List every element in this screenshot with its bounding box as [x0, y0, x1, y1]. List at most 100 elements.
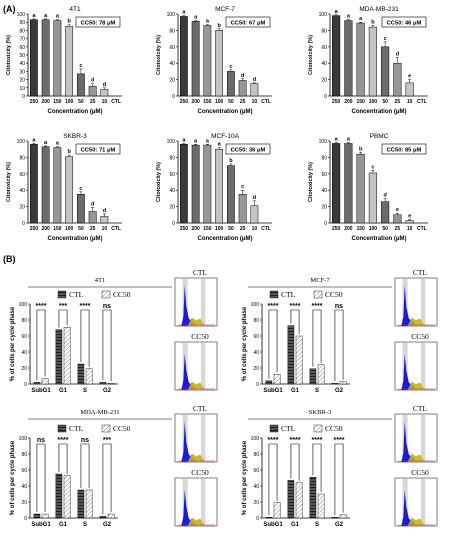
- significance-bracket: [102, 309, 112, 382]
- cell-cycle-chart-4t1-cycle: 4T1 CTL CC50 0 20 40 60 80 100% of cells per cyc…: [10, 268, 218, 394]
- y-tick-label: 40: [253, 484, 259, 490]
- cc50-label: CC50: 85 μM: [387, 147, 422, 153]
- significance-letter: a: [194, 15, 198, 21]
- cytotoxicity-chart-pbmc: PBMC 0 20 40 60 80 100 Citotoxicity (%) Concentr…: [308, 133, 428, 242]
- significance-label: ****: [36, 303, 47, 310]
- bar: [393, 62, 402, 97]
- x-axis-label: Concentration (μM): [48, 236, 103, 242]
- flow-plot-label: CC50: [191, 332, 209, 341]
- x-tick-label: 150: [356, 226, 365, 232]
- y-tick-label: 80: [321, 155, 327, 161]
- legend-label: CTL: [69, 424, 84, 433]
- x-tick-label: 100: [215, 226, 224, 232]
- y-tick-label: 0: [256, 516, 259, 522]
- bar-cc50: [41, 513, 49, 519]
- bar: [179, 144, 188, 224]
- bar: [41, 19, 50, 97]
- bar: [53, 20, 62, 97]
- cc50-label: CC50: 78 μM: [81, 20, 116, 26]
- bar: [226, 165, 235, 224]
- significance-label: ns: [103, 303, 111, 310]
- flow-s-phase: [187, 381, 207, 390]
- bar-ctl: [99, 382, 107, 385]
- significance-letter: c: [241, 184, 244, 190]
- legend-label: CTL: [281, 424, 296, 433]
- significance-letter: d: [396, 51, 399, 57]
- x-tick-label: 200: [344, 99, 353, 105]
- x-tick-label: G1: [291, 388, 300, 394]
- x-tick-label: 200: [41, 226, 50, 232]
- y-tick-label: 80: [253, 318, 259, 324]
- y-tick-label: 20: [321, 205, 327, 211]
- y-tick-label: 100: [319, 12, 328, 18]
- significance-letter: c: [79, 63, 82, 69]
- flow-s-phase: [407, 453, 427, 462]
- bar: [356, 22, 365, 97]
- bar-ctl: [265, 517, 273, 519]
- bar: [381, 201, 390, 224]
- x-tick-label: CTL: [111, 99, 121, 105]
- cc50-box: [75, 16, 121, 28]
- flow-s-phase: [187, 517, 207, 526]
- y-tick-label: 90: [19, 20, 25, 26]
- x-tick-label: 150: [356, 99, 365, 105]
- significance-letter: a: [347, 14, 351, 20]
- y-tick-label: 60: [19, 45, 25, 51]
- bar-ctl: [331, 517, 339, 519]
- flow-s-phase: [407, 381, 427, 390]
- y-tick-label: 20: [321, 78, 327, 84]
- bar-ctl: [55, 473, 63, 519]
- flow-g1-peak: [401, 354, 416, 390]
- significance-letter: b: [359, 146, 363, 152]
- significance-letter: d: [253, 195, 256, 201]
- y-tick-label: 0: [172, 94, 175, 100]
- y-axis-label: % of cells per cycle phase: [242, 440, 248, 515]
- y-tick-label: 60: [169, 172, 175, 178]
- x-tick-label: 100: [65, 99, 74, 105]
- significance-letter: a: [206, 138, 210, 144]
- bar: [368, 172, 377, 224]
- significance-letter: e: [396, 207, 399, 213]
- significance-letter: b: [229, 158, 233, 164]
- y-axis-label: % of cells per cycle phase: [242, 306, 248, 381]
- x-tick-label: 10: [407, 226, 413, 232]
- x-tick-label: G1: [59, 388, 68, 394]
- y-tick-label: 0: [324, 221, 327, 227]
- y-tick-label: 0: [324, 94, 327, 100]
- y-tick-label: 0: [24, 382, 27, 388]
- y-tick-label: 100: [19, 302, 28, 308]
- significance-bracket: [102, 443, 112, 515]
- x-tick-label: 200: [191, 226, 200, 232]
- y-axis-label: Citotoxicity (%): [308, 35, 314, 75]
- significance-bracket: [312, 309, 322, 367]
- cc50-box: [225, 16, 271, 28]
- x-tick-label: 150: [203, 226, 212, 232]
- bar: [65, 26, 74, 97]
- x-tick-label: 50: [78, 99, 84, 105]
- y-tick-label: 60: [253, 334, 259, 340]
- bar-cc50: [107, 383, 115, 385]
- significance-bracket: [268, 443, 278, 516]
- x-tick-label: CTL: [261, 226, 271, 232]
- y-tick-label: 20: [19, 205, 25, 211]
- y-tick-label: 80: [253, 452, 259, 458]
- bar-cc50: [295, 335, 303, 385]
- x-tick-label: SubG1: [263, 388, 283, 394]
- cc50-label: CC50: 67 μM: [231, 20, 266, 26]
- bar-ctl: [55, 329, 63, 385]
- significance-letter: c: [79, 186, 82, 192]
- bar-ctl: [77, 363, 85, 385]
- x-tick-label: 50: [382, 99, 388, 105]
- significance-letter: a: [194, 138, 198, 144]
- significance-letter: e: [408, 214, 411, 220]
- y-axis-label: % of cells per cycle phase: [10, 440, 16, 515]
- legend-swatch-ctl: [269, 290, 279, 299]
- flow-g1-peak: [181, 490, 196, 526]
- x-tick-label: CTL: [417, 226, 427, 232]
- significance-label: ****: [334, 437, 345, 444]
- bar: [41, 146, 50, 224]
- bar: [76, 194, 85, 224]
- flow-s-phase: [407, 517, 427, 526]
- x-tick-label: 25: [90, 226, 96, 232]
